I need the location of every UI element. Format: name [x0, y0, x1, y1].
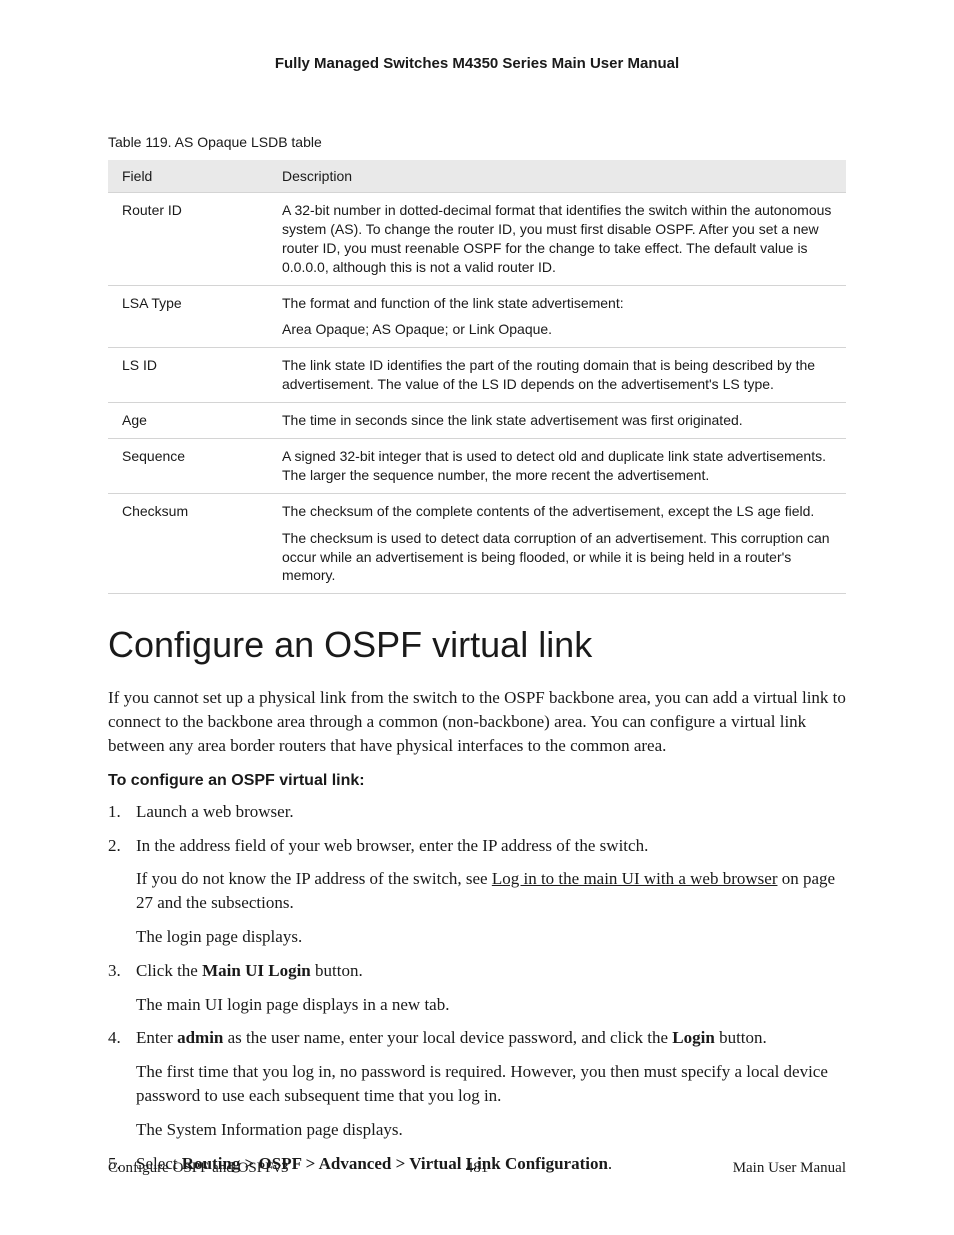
cell-description: The time in seconds since the link state…	[268, 403, 846, 439]
table-row: Sequence A signed 32-bit integer that is …	[108, 439, 846, 494]
cell-field: LS ID	[108, 348, 268, 403]
cell-field: Age	[108, 403, 268, 439]
cell-paragraph: Area Opaque; AS Opaque; or Link Opaque.	[282, 320, 836, 339]
step-text: Launch a web browser.	[136, 800, 846, 824]
intro-paragraph: If you cannot set up a physical link fro…	[108, 686, 846, 757]
step-4: Enter admin as the user name, enter your…	[108, 1026, 846, 1141]
procedure-subhead: To configure an OSPF virtual link:	[108, 772, 846, 790]
cell-field: Checksum	[108, 493, 268, 594]
cell-paragraph: The format and function of the link stat…	[282, 294, 836, 313]
table-row: Router IDA 32-bit number in dotted-decim…	[108, 193, 846, 286]
table-row: LS ID The link state ID identifies the pa…	[108, 348, 846, 403]
page-footer: Configure OSPF and OSPFv3 481 Main User …	[108, 1160, 846, 1177]
lsdb-table: Field Description Router IDA 32-bit numb…	[108, 160, 846, 594]
step-text: The first time that you log in, no passw…	[136, 1060, 846, 1108]
step-text: If you do not know the IP address of the…	[136, 867, 846, 915]
cell-paragraph: A 32-bit number in dotted-decimal format…	[282, 201, 836, 277]
step-1: Launch a web browser.	[108, 800, 846, 824]
step-text: The main UI login page displays in a new…	[136, 993, 846, 1017]
cell-field: Router ID	[108, 193, 268, 286]
step-text: In the address field of your web browser…	[136, 834, 846, 858]
table-row: LSA Type The format and function of the l…	[108, 285, 846, 348]
table-caption: Table 119. AS Opaque LSDB table	[108, 134, 846, 150]
step-2: In the address field of your web browser…	[108, 834, 846, 949]
document-header: Fully Managed Switches M4350 Series Main…	[108, 55, 846, 72]
cell-paragraph: A signed 32-bit integer that is used to …	[282, 447, 836, 485]
cell-description: A signed 32-bit integer that is used to …	[268, 439, 846, 494]
cell-description: The format and function of the link stat…	[268, 285, 846, 348]
cell-field: Sequence	[108, 439, 268, 494]
col-description: Description	[268, 160, 846, 193]
cell-paragraph: The checksum is used to detect data corr…	[282, 529, 836, 586]
col-field: Field	[108, 160, 268, 193]
step-text: The login page displays.	[136, 925, 846, 949]
link-login-main-ui[interactable]: Log in to the main UI with a web browser	[492, 869, 778, 888]
cell-paragraph: The link state ID identifies the part of…	[282, 356, 836, 394]
procedure-steps: Launch a web browser. In the address fie…	[108, 800, 846, 1176]
step-text: The System Information page displays.	[136, 1118, 846, 1142]
step-text: Enter admin as the user name, enter your…	[136, 1026, 846, 1050]
table-row: Checksum The checksum of the complete con…	[108, 493, 846, 594]
cell-description: A 32-bit number in dotted-decimal format…	[268, 193, 846, 286]
cell-description: The checksum of the complete contents of…	[268, 493, 846, 594]
step-text: Click the Main UI Login button.	[136, 959, 846, 983]
table-row: Age The time in seconds since the link st…	[108, 403, 846, 439]
section-heading: Configure an OSPF virtual link	[108, 624, 846, 666]
cell-field: LSA Type	[108, 285, 268, 348]
cell-paragraph: The checksum of the complete contents of…	[282, 502, 836, 521]
footer-page-number: 481	[108, 1160, 846, 1177]
cell-description: The link state ID identifies the part of…	[268, 348, 846, 403]
cell-paragraph: The time in seconds since the link state…	[282, 411, 836, 430]
step-3: Click the Main UI Login button. The main…	[108, 959, 846, 1017]
